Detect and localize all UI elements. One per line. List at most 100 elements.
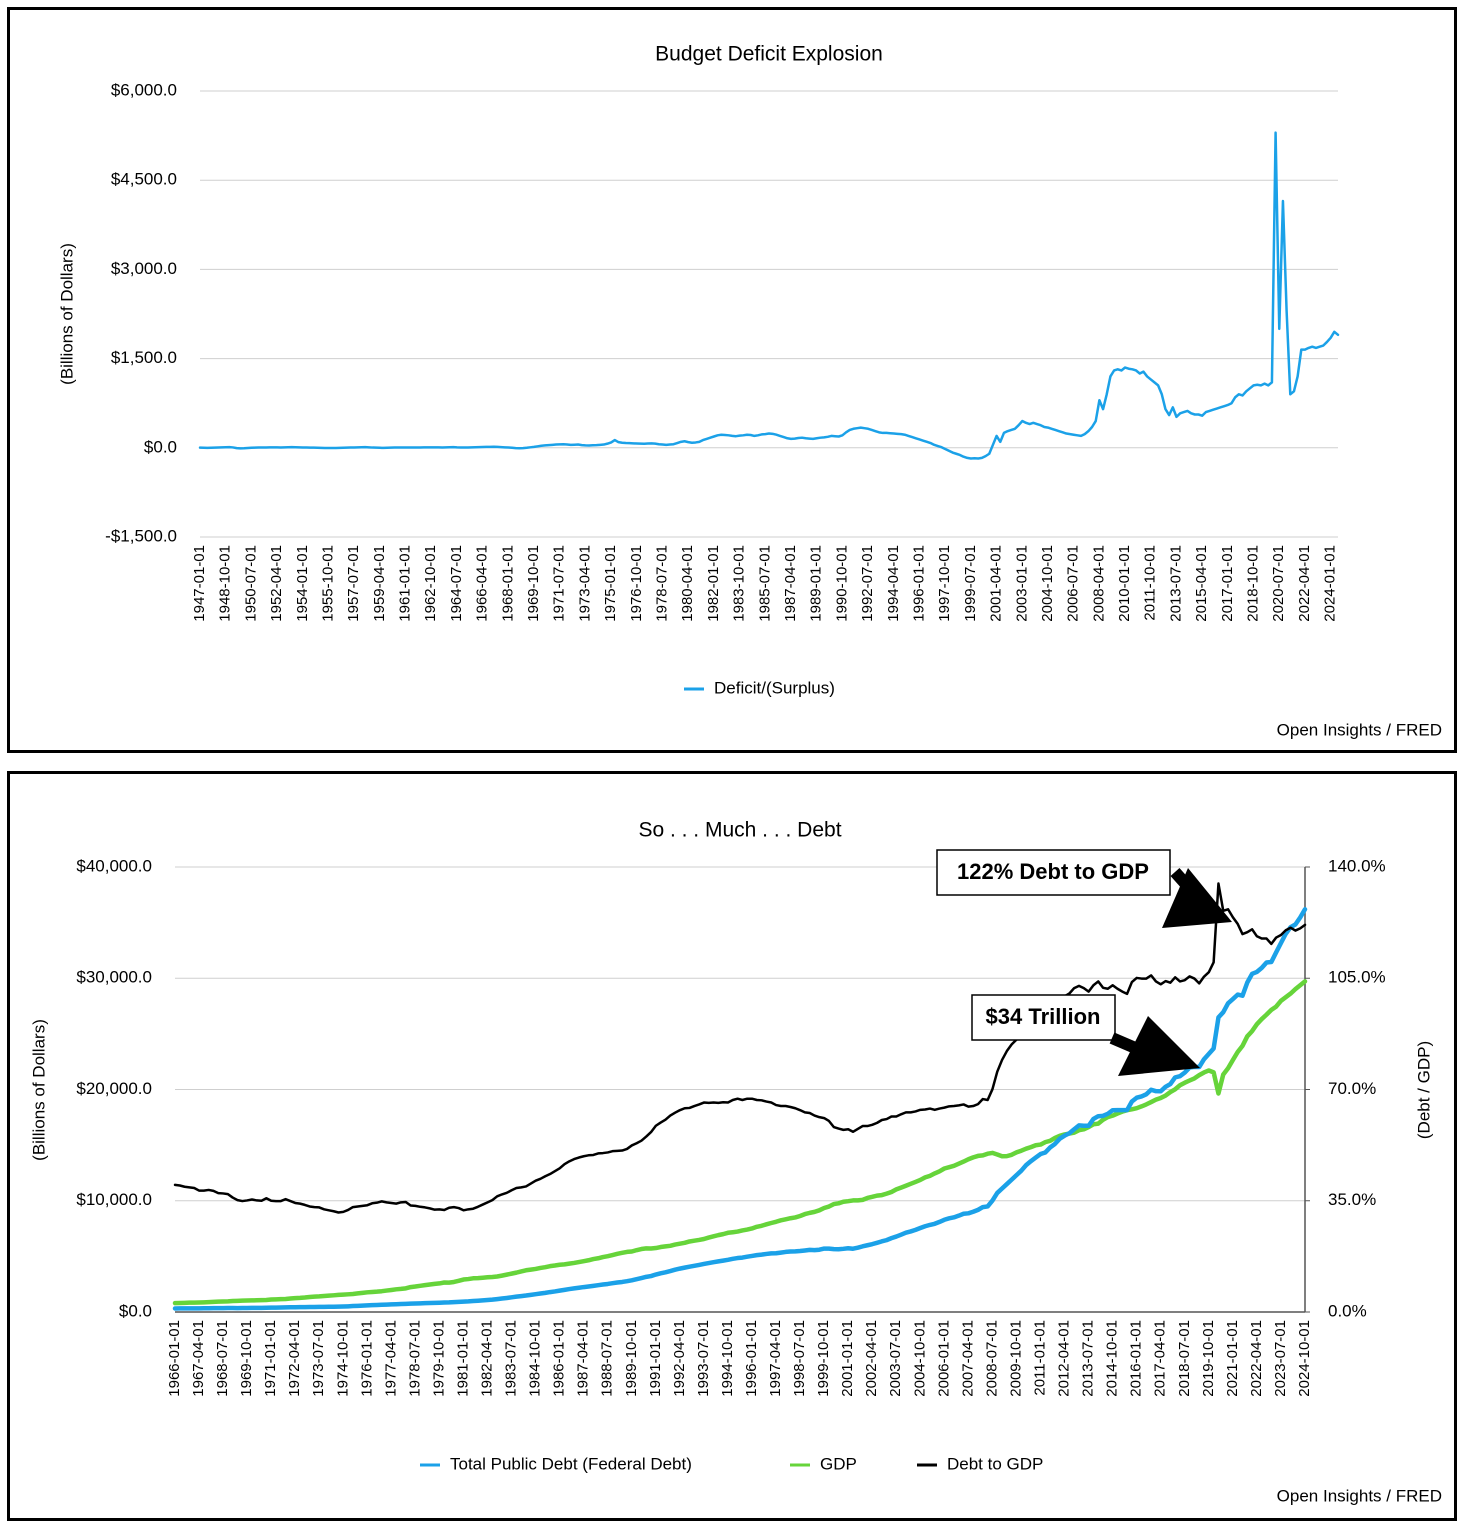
y-axis-title: (Billions of Dollars) (57, 243, 76, 385)
y-tick-label: $6,000.0 (111, 80, 177, 99)
x-tick-label: 1968-07-01 (214, 1320, 231, 1397)
x-tick-label: 1974-10-01 (334, 1320, 351, 1397)
x-tick-label: 1999-10-01 (815, 1320, 832, 1397)
x-tick-label: 1981-01-01 (454, 1320, 471, 1397)
x-tick-label: 1947-01-01 (191, 545, 208, 622)
y-tick-label: $10,000.0 (76, 1190, 152, 1209)
x-tick-label: 1979-10-01 (430, 1320, 447, 1397)
legend-label: Debt to GDP (947, 1454, 1043, 1473)
x-tick-label: 1997-04-01 (767, 1320, 784, 1397)
x-tick-label: 2019-10-01 (1200, 1320, 1217, 1397)
x-tick-label: 2022-04-01 (1296, 545, 1313, 622)
y2-tick-label: 35.0% (1328, 1190, 1376, 1209)
y-tick-label: $4,500.0 (111, 170, 177, 189)
x-tick-label: 2004-10-01 (1039, 545, 1056, 622)
y2-tick-label: 105.0% (1328, 968, 1386, 987)
x-tick-label: 1966-01-01 (166, 1320, 183, 1397)
x-tick-label: 1987-04-01 (575, 1320, 592, 1397)
y2-tick-label: 0.0% (1328, 1301, 1367, 1320)
annotation: 122% Debt to GDP (957, 859, 1149, 884)
series-line (172, 979, 1308, 1306)
x-tick-label: 1998-07-01 (791, 1320, 808, 1397)
annotation-arrow (1162, 868, 1232, 928)
legend-label: Deficit/(Surplus) (714, 678, 835, 697)
x-tick-label: 2007-04-01 (959, 1320, 976, 1397)
x-tick-label: 2009-10-01 (1007, 1320, 1024, 1397)
x-tick-label: 1986-01-01 (551, 1320, 568, 1397)
x-tick-label: 1996-01-01 (743, 1320, 760, 1397)
panel-border (7, 7, 1457, 753)
x-tick-label: 2017-01-01 (1219, 545, 1236, 622)
x-tick-label: 1962-10-01 (422, 545, 439, 622)
x-tick-label: 1994-04-01 (885, 545, 902, 622)
y-tick-label: -$1,500.0 (105, 526, 177, 545)
x-tick-label: 1959-04-01 (371, 545, 388, 622)
x-tick-label: 1957-07-01 (345, 545, 362, 622)
x-tick-label: 1967-04-01 (190, 1320, 207, 1397)
x-tick-label: 1976-10-01 (628, 545, 645, 622)
x-tick-label: 1972-04-01 (286, 1320, 303, 1397)
x-tick-label: 2001-04-01 (988, 545, 1005, 622)
x-tick-label: 1971-07-01 (551, 545, 568, 622)
x-tick-label: 2010-01-01 (1116, 545, 1133, 622)
y-tick-label: $40,000.0 (76, 856, 152, 875)
annotation-box (971, 994, 1116, 1041)
x-tick-label: 1969-10-01 (238, 1320, 255, 1397)
annotations: 122% Debt to GDP $34 Trillion (936, 849, 1232, 1076)
x-tick-label: 2014-10-01 (1104, 1320, 1121, 1397)
x-tick-label: 1991-01-01 (647, 1320, 664, 1397)
x-tick-label: 2016-01-01 (1128, 1320, 1145, 1397)
annotation-box (936, 849, 1171, 896)
x-tick-label: 1966-04-01 (474, 545, 491, 622)
source: Open Insights / FRED (1277, 1486, 1442, 1505)
x-tick-label: 1975-01-01 (602, 545, 619, 622)
y-tick-label: $20,000.0 (76, 1079, 152, 1098)
x-tick-label: 1978-07-01 (406, 1320, 423, 1397)
x-tick-label: 1985-07-01 (756, 545, 773, 622)
x-tick-label: 1999-07-01 (962, 545, 979, 622)
panel-border (7, 771, 1457, 1521)
x-tick-label: 2011-10-01 (1142, 545, 1159, 621)
x-tick-label: 1993-07-01 (695, 1320, 712, 1397)
y-tick-label: $3,000.0 (111, 259, 177, 278)
x-tick-label: 2006-01-01 (935, 1320, 952, 1397)
series-line (172, 907, 1308, 1311)
x-tick-label: 1982-04-01 (479, 1320, 496, 1397)
series-line (173, 882, 1307, 1214)
x-tick-label: 2003-01-01 (1013, 545, 1030, 622)
x-tick-label: 1984-10-01 (527, 1320, 544, 1397)
x-tick-label: 1952-04-01 (268, 545, 285, 622)
x-tick-label: 2020-07-01 (1270, 545, 1287, 622)
x-tick-label: 1983-10-01 (731, 545, 748, 622)
x-tick-label: 1990-10-01 (833, 545, 850, 622)
x-tick-label: 1997-10-01 (936, 545, 953, 622)
x-tick-label: 2018-07-01 (1176, 1320, 1193, 1397)
x-tick-label: 1954-01-01 (294, 545, 311, 622)
x-tick-label: 1971-01-01 (262, 1320, 279, 1397)
x-tick-label: 1964-07-01 (448, 545, 465, 622)
x-tick-label: 1989-01-01 (808, 545, 825, 622)
x-tick-label: 2011-01-01 (1032, 1320, 1049, 1396)
x-tick-label: 1968-01-01 (499, 545, 516, 622)
x-tick-label: 2012-04-01 (1056, 1320, 1073, 1397)
y-tick-label: $0.0 (144, 437, 177, 456)
y2-tick-label: 70.0% (1328, 1079, 1376, 1098)
annotation: $34 Trillion (986, 1004, 1101, 1029)
x-tick-label: 1976-01-01 (358, 1320, 375, 1397)
x-tick-label: 2013-07-01 (1167, 545, 1184, 622)
x-tick-label: 2023-07-01 (1272, 1320, 1289, 1397)
x-tick-label: 1982-01-01 (705, 545, 722, 622)
x-tick-label: 1973-04-01 (576, 545, 593, 622)
legend-label: Total Public Debt (Federal Debt) (450, 1454, 692, 1473)
y-tick-label: $1,500.0 (111, 348, 177, 367)
annotation-arrow (1118, 1016, 1200, 1076)
x-tick-label: 1961-01-01 (397, 545, 414, 622)
x-tick-label: 2013-07-01 (1080, 1320, 1097, 1397)
x-tick-label: 2008-07-01 (983, 1320, 1000, 1397)
x-tick-label: 1980-04-01 (679, 545, 696, 622)
series-line (198, 131, 1340, 460)
y-tick-label: $0.0 (119, 1301, 152, 1320)
x-tick-label: 1983-07-01 (503, 1320, 520, 1397)
y-axis-title: (Billions of Dollars) (29, 1019, 48, 1161)
legend-label: GDP (820, 1454, 857, 1473)
